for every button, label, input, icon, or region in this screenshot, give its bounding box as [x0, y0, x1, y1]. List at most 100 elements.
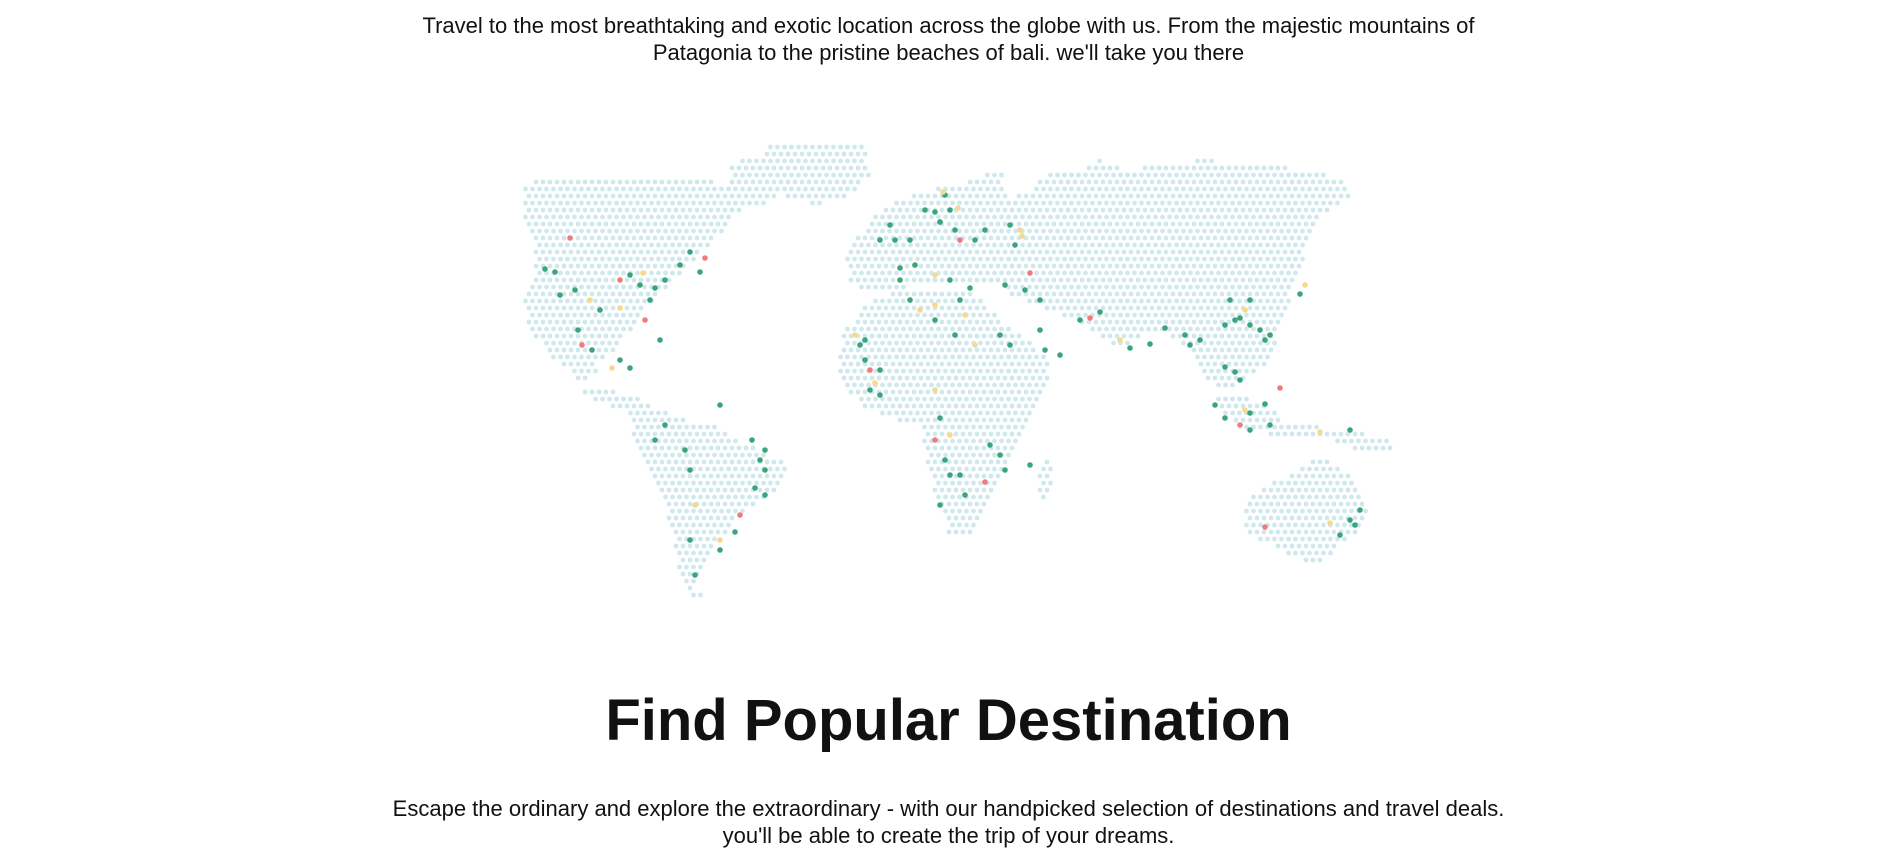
map-dot: [628, 186, 633, 192]
destination-marker-green: [1267, 332, 1273, 338]
map-dot: [1286, 270, 1291, 276]
map-dot: [1258, 284, 1263, 290]
map-dot: [1247, 249, 1253, 255]
map-dot: [1300, 536, 1305, 542]
map-dot: [960, 291, 966, 297]
map-dot: [1079, 179, 1085, 185]
map-dot: [1223, 298, 1228, 304]
map-dot: [607, 298, 612, 304]
map-dot: [614, 312, 619, 318]
map-dot: [866, 270, 871, 276]
map-dot: [1111, 284, 1116, 290]
map-dot: [936, 242, 941, 248]
map-dot: [551, 186, 556, 192]
map-dot: [1072, 207, 1078, 213]
map-dot: [813, 151, 819, 157]
map-dot: [705, 522, 710, 528]
map-dot: [1170, 319, 1176, 325]
map-dot: [1265, 494, 1270, 500]
map-dot: [603, 291, 609, 297]
map-dot: [985, 326, 990, 332]
map-dot: [694, 235, 700, 241]
map-dot: [1114, 179, 1120, 185]
map-dot: [1167, 312, 1172, 318]
map-dot: [722, 473, 728, 479]
map-dot: [1037, 221, 1043, 227]
map-dot: [918, 319, 924, 325]
map-dot: [1086, 179, 1092, 185]
map-dot: [687, 487, 693, 493]
map-dot: [1296, 207, 1302, 213]
map-dot: [1226, 347, 1232, 353]
map-dot: [1181, 284, 1186, 290]
map-dot: [901, 228, 906, 234]
map-dot: [586, 242, 591, 248]
map-dot: [572, 214, 577, 220]
map-dot: [785, 179, 791, 185]
map-dot: [824, 186, 829, 192]
map-dot: [992, 480, 997, 486]
map-dot: [1013, 284, 1018, 290]
map-dot: [1027, 396, 1032, 402]
map-dot: [1237, 242, 1242, 248]
map-dot: [1142, 179, 1148, 185]
map-dot: [785, 151, 791, 157]
map-dot: [1195, 298, 1200, 304]
map-dot: [1321, 522, 1326, 528]
map-dot: [568, 333, 574, 339]
map-dot: [887, 228, 892, 234]
map-dot: [1331, 473, 1337, 479]
map-dot: [684, 494, 689, 500]
map-dot: [705, 228, 710, 234]
map-dot: [621, 270, 626, 276]
map-dot: [561, 305, 567, 311]
map-dot: [953, 487, 959, 493]
map-dot: [694, 543, 700, 549]
map-dot: [950, 256, 955, 262]
map-dot: [1230, 340, 1235, 346]
map-dot: [1205, 235, 1211, 241]
map-dot: [694, 207, 700, 213]
map-dot: [687, 515, 693, 521]
map-dot: [1100, 249, 1106, 255]
map-dot: [1062, 256, 1067, 262]
map-dot: [988, 389, 994, 395]
map-dot: [1097, 256, 1102, 262]
map-dot: [1258, 298, 1263, 304]
map-dot: [852, 354, 857, 360]
map-dot: [729, 501, 735, 507]
map-dot: [1062, 214, 1067, 220]
map-dot: [1286, 298, 1291, 304]
map-dot: [1247, 165, 1253, 171]
map-dot: [915, 340, 920, 346]
map-dot: [1093, 249, 1099, 255]
map-dot: [981, 333, 987, 339]
map-dot: [1041, 354, 1046, 360]
map-dot: [1223, 186, 1228, 192]
map-dot: [1170, 221, 1176, 227]
map-dot: [1016, 333, 1022, 339]
map-dot: [876, 403, 882, 409]
map-dot: [575, 361, 581, 367]
map-dot: [1002, 249, 1008, 255]
map-dot: [1177, 165, 1183, 171]
map-dot: [684, 522, 689, 528]
map-dot: [649, 214, 654, 220]
map-dot: [635, 214, 640, 220]
map-dot: [911, 235, 917, 241]
map-dot: [999, 228, 1004, 234]
map-dot: [1202, 228, 1207, 234]
map-dot: [799, 179, 805, 185]
map-dot: [582, 333, 588, 339]
map-dot: [1209, 214, 1214, 220]
destination-marker-green: [692, 572, 698, 578]
map-dot: [1209, 200, 1214, 206]
map-dot: [1027, 214, 1032, 220]
map-dot: [1107, 319, 1113, 325]
map-dot: [1317, 473, 1323, 479]
map-dot: [708, 543, 714, 549]
map-dot: [1135, 305, 1141, 311]
map-dot: [855, 319, 861, 325]
map-dot: [1006, 410, 1011, 416]
destination-marker-green: [962, 492, 968, 498]
